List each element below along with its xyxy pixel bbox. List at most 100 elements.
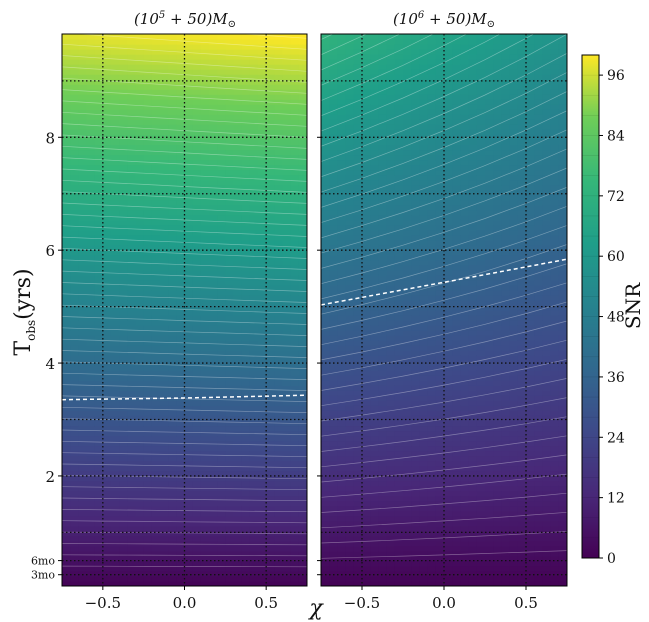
heat-cell [403, 74, 412, 80]
heat-cell [78, 440, 88, 447]
heat-cell [94, 495, 104, 502]
heat-cell [329, 530, 338, 537]
heat-cell [403, 500, 412, 507]
heat-cell [62, 555, 71, 562]
heat-cell [111, 310, 120, 316]
heat-cell [200, 59, 210, 65]
heat-cell [127, 194, 137, 201]
heat-cell [176, 385, 186, 391]
heat-cell [176, 154, 186, 161]
heat-cell [258, 410, 267, 416]
heat-cell [78, 114, 88, 120]
heat-cell [249, 425, 259, 432]
heat-cell [370, 39, 379, 45]
heat-cell [127, 575, 137, 582]
heat-cell [362, 149, 371, 156]
heat-cell [62, 310, 71, 316]
heat-cell [290, 580, 300, 586]
heat-cell [370, 395, 379, 401]
heat-cell [290, 254, 300, 261]
heat-cell [266, 109, 275, 115]
heat-cell [290, 555, 300, 562]
heat-cell [86, 525, 96, 532]
heat-cell [321, 249, 330, 256]
heat-cell [78, 555, 88, 562]
heat-cell [119, 104, 128, 110]
heat-cell [233, 460, 243, 467]
heat-cell [249, 59, 259, 65]
heat-cell [370, 385, 379, 391]
heat-cell [78, 530, 88, 537]
heat-cell [249, 194, 259, 201]
heat-cell [102, 470, 112, 477]
heat-cell [394, 465, 404, 472]
heat-cell [168, 515, 177, 522]
heat-cell [78, 299, 88, 306]
heat-cell [78, 515, 88, 522]
heat-cell [353, 129, 363, 135]
heat-cell [419, 64, 429, 70]
heat-cell [225, 480, 235, 487]
heat-cell [403, 269, 412, 276]
heat-cell [394, 204, 404, 211]
heat-cell [386, 530, 396, 537]
heat-cell [298, 395, 307, 401]
heat-cell [298, 510, 307, 517]
heat-cell [321, 149, 330, 156]
heat-cell [233, 94, 243, 100]
heat-cell [241, 570, 251, 577]
heat-cell [127, 169, 137, 176]
heat-cell [233, 64, 243, 70]
heat-cell [94, 74, 104, 80]
heat-cell [209, 445, 218, 452]
heat-cell [298, 390, 307, 396]
heat-cell [282, 144, 292, 151]
heat-cell [160, 370, 169, 376]
heat-cell [386, 79, 396, 85]
heat-cell [419, 74, 429, 80]
heat-cell [225, 139, 235, 145]
heat-cell [209, 219, 218, 226]
heat-cell [70, 99, 79, 105]
heat-cell [151, 229, 161, 236]
heat-cell [411, 400, 420, 406]
heat-cell [282, 565, 292, 572]
heat-cell [329, 480, 338, 487]
heat-cell [200, 400, 210, 406]
heat-cell [119, 159, 128, 166]
heat-cell [266, 475, 275, 482]
heat-cell [176, 69, 186, 75]
heat-cell [370, 445, 379, 452]
heat-cell [143, 279, 153, 286]
heat-cell [233, 74, 243, 80]
heat-cell [151, 74, 161, 80]
heat-cell [386, 209, 396, 216]
heat-cell [419, 219, 429, 226]
heat-cell [111, 159, 120, 166]
heat-cell [337, 179, 347, 186]
heat-cell [241, 204, 251, 211]
heat-cell [70, 189, 79, 196]
heat-cell [274, 530, 284, 537]
heat-cell [160, 79, 169, 85]
heat-cell [209, 400, 218, 406]
heat-cell [403, 315, 412, 321]
heat-cell [62, 249, 71, 256]
heat-cell [143, 320, 153, 326]
heat-cell [127, 375, 137, 381]
heat-cell [386, 520, 396, 527]
heat-cell [209, 320, 218, 326]
heat-cell [337, 269, 347, 276]
heat-cell [290, 490, 300, 497]
heat-cell [184, 304, 194, 311]
heat-cell [127, 254, 137, 261]
heat-cell [394, 385, 404, 391]
heat-cell [217, 179, 226, 186]
heat-cell [192, 485, 202, 492]
heat-cell [394, 274, 404, 281]
heat-cell [266, 249, 275, 256]
heat-cell [370, 485, 379, 492]
heat-cell [111, 249, 120, 256]
heat-cell [427, 440, 437, 447]
heat-cell [337, 490, 347, 497]
